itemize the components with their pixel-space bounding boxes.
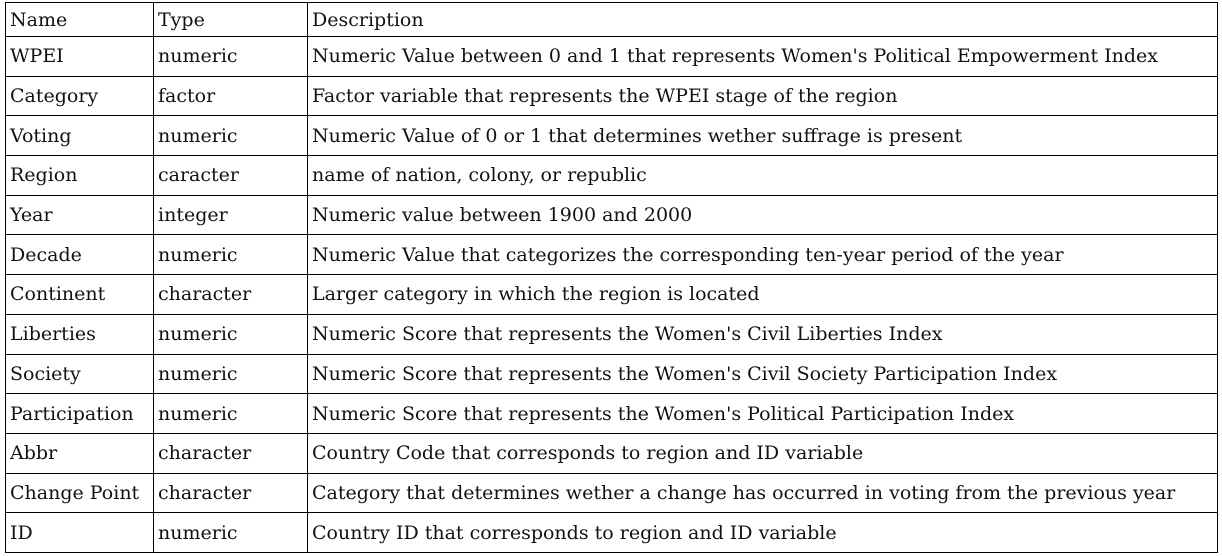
cell-description: Numeric Value between 0 and 1 that repre…: [307, 36, 1218, 77]
cell-description: Country ID that corresponds to region an…: [307, 512, 1218, 553]
cell-description: Numeric value between 1900 and 2000: [307, 194, 1218, 236]
cell-type: character: [153, 432, 308, 474]
cell-name: Change Point: [5, 472, 154, 514]
cell-name: WPEI: [5, 36, 154, 77]
cell-description: Numeric Score that represents the Women'…: [307, 393, 1218, 434]
cell-name: Voting: [5, 115, 154, 157]
table-header-row: Name Type Description: [5, 2, 1218, 37]
cell-name: Region: [5, 155, 154, 196]
table-row: Category factor Factor variable that rep…: [5, 75, 1218, 117]
cell-type: numeric: [153, 353, 308, 395]
cell-description: Numeric Value of 0 or 1 that determines …: [307, 115, 1218, 157]
table-row: WPEI numeric Numeric Value between 0 and…: [5, 36, 1218, 77]
cell-description: Numeric Score that represents the Women'…: [307, 313, 1218, 355]
table-row: Change Point character Category that det…: [5, 472, 1218, 514]
cell-name: Continent: [5, 274, 154, 315]
table-row: ID numeric Country ID that corresponds t…: [5, 512, 1218, 553]
cell-name: Category: [5, 75, 154, 117]
cell-name: Liberties: [5, 313, 154, 355]
cell-description: Numeric Value that categorizes the corre…: [307, 234, 1218, 276]
table-row: Voting numeric Numeric Value of 0 or 1 t…: [5, 115, 1218, 157]
cell-type: factor: [153, 75, 308, 117]
cell-type: numeric: [153, 393, 308, 434]
variables-table: Name Type Description WPEI numeric Numer…: [5, 2, 1218, 553]
table-row: Year integer Numeric value between 1900 …: [5, 194, 1218, 236]
cell-description: Numeric Score that represents the Women'…: [307, 353, 1218, 395]
table-row: Region caracter name of nation, colony, …: [5, 155, 1218, 196]
header-name: Name: [5, 2, 154, 37]
table-row: Participation numeric Numeric Score that…: [5, 393, 1218, 434]
table-row: Society numeric Numeric Score that repre…: [5, 353, 1218, 395]
cell-name: Participation: [5, 393, 154, 434]
cell-description: Country Code that corresponds to region …: [307, 432, 1218, 474]
cell-type: character: [153, 472, 308, 514]
cell-type: integer: [153, 194, 308, 236]
cell-type: numeric: [153, 234, 308, 276]
cell-type: numeric: [153, 36, 308, 77]
cell-name: Abbr: [5, 432, 154, 474]
table-row: Abbr character Country Code that corresp…: [5, 432, 1218, 474]
cell-type: numeric: [153, 115, 308, 157]
table-row: Continent character Larger category in w…: [5, 274, 1218, 315]
cell-description: Category that determines wether a change…: [307, 472, 1218, 514]
table-row: Liberties numeric Numeric Score that rep…: [5, 313, 1218, 355]
cell-name: Society: [5, 353, 154, 395]
cell-description: Factor variable that represents the WPEI…: [307, 75, 1218, 117]
cell-name: Year: [5, 194, 154, 236]
cell-type: numeric: [153, 313, 308, 355]
cell-type: character: [153, 274, 308, 315]
cell-name: Decade: [5, 234, 154, 276]
header-type: Type: [153, 2, 308, 37]
cell-type: numeric: [153, 512, 308, 553]
cell-name: ID: [5, 512, 154, 553]
header-description: Description: [307, 2, 1218, 37]
table-row: Decade numeric Numeric Value that catego…: [5, 234, 1218, 276]
cell-description: name of nation, colony, or republic: [307, 155, 1218, 196]
cell-description: Larger category in which the region is l…: [307, 274, 1218, 315]
cell-type: caracter: [153, 155, 308, 196]
